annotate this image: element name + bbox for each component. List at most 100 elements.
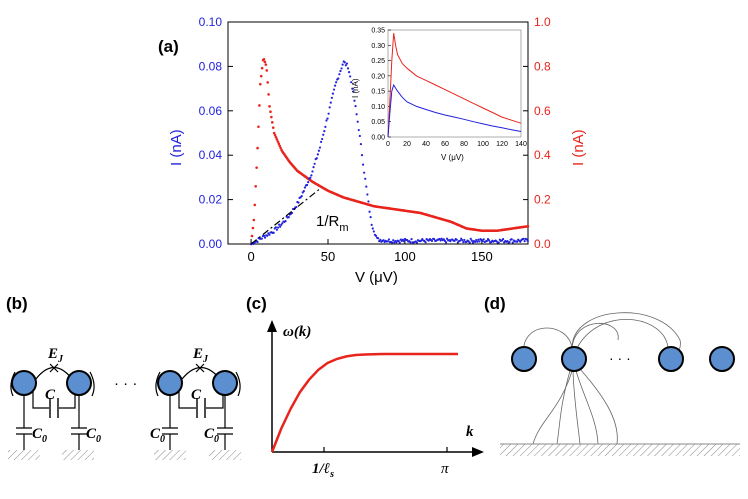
inset-red-line <box>387 33 522 138</box>
cross-mark-right <box>195 363 205 373</box>
blue-point <box>305 183 309 187</box>
ground-wire-1 <box>16 395 32 450</box>
left-y-axis-ticks: 0.00 0.02 0.04 0.06 0.08 0.10 <box>199 15 233 251</box>
blue-point <box>310 174 313 177</box>
blue-point <box>444 241 448 244</box>
c0-label-3: C0 <box>150 426 165 445</box>
x-tick-label: 0 <box>247 249 254 264</box>
outer-arc-right <box>235 371 241 397</box>
blue-point <box>330 96 333 99</box>
red-point <box>259 74 263 78</box>
red-point <box>271 126 275 129</box>
inset-x-tick-label: 80 <box>460 141 468 148</box>
red-point <box>256 146 259 150</box>
blue-point <box>322 133 325 136</box>
left-y-tick-label: 0.04 <box>199 148 223 162</box>
blue-point <box>262 234 266 238</box>
red-point <box>277 142 281 145</box>
blue-point <box>312 165 315 169</box>
inset-x-tick-label: 140 <box>515 141 527 148</box>
blue-point <box>341 63 344 66</box>
inset-y-tick-label: 0.25 <box>371 58 385 65</box>
blue-point <box>402 240 406 243</box>
red-point <box>257 125 260 129</box>
red-point <box>265 69 269 72</box>
inset-x-label: V (μV) <box>441 153 464 162</box>
red-point <box>273 133 277 137</box>
red-point <box>254 184 257 188</box>
ground-wire-4 <box>217 395 233 450</box>
substrate <box>500 444 740 456</box>
c-ylabel: ω(k) <box>283 324 311 340</box>
blue-point <box>272 231 275 234</box>
blue-point <box>337 77 340 80</box>
blue-point <box>487 239 491 242</box>
cross-mark <box>49 363 59 373</box>
blue-point <box>355 113 358 116</box>
blue-point <box>397 239 400 243</box>
x-tick-label: 50 <box>321 249 335 264</box>
dispersion-curve <box>270 352 458 453</box>
blue-point <box>353 99 356 102</box>
right-y-axis-ticks: 0.0 0.2 0.4 0.6 0.8 1.0 <box>523 15 551 251</box>
blue-point <box>485 239 489 243</box>
blue-point <box>347 71 351 74</box>
blue-point <box>522 237 525 240</box>
panel-b: (b) EJ C C0 C0 · · · EJ C C0 <box>6 294 241 460</box>
inset-y-tick-label: 0.15 <box>371 89 385 96</box>
blue-point <box>317 149 321 152</box>
c0-sub-3: 0 <box>160 434 165 445</box>
outer-arc-left <box>10 371 16 397</box>
left-y-tick-label: 0.00 <box>199 237 223 251</box>
blue-point <box>427 239 430 242</box>
blue-point <box>326 117 329 120</box>
red-point <box>279 146 282 150</box>
inset-x-tick-label: 40 <box>422 141 430 148</box>
red-point <box>271 121 274 124</box>
blue-point <box>468 241 471 244</box>
ground-wire-3 <box>162 395 178 450</box>
red-point <box>253 203 257 207</box>
blue-point <box>287 216 290 219</box>
inset-x-tick-label: 120 <box>496 141 508 148</box>
right-y-tick-label: 0.8 <box>534 59 551 73</box>
right-y-tick-label: 0.0 <box>534 237 551 251</box>
red-point <box>252 218 256 222</box>
blue-point <box>309 176 312 179</box>
blue-point <box>370 223 373 226</box>
panel-d: (d) · · · <box>484 294 740 456</box>
blue-point <box>525 238 528 241</box>
blue-point <box>526 239 529 243</box>
blue-point <box>515 240 519 243</box>
blue-point <box>349 75 352 78</box>
circuit-ellipsis: · · · <box>114 375 137 392</box>
blue-point <box>356 120 359 123</box>
blue-point <box>300 194 303 198</box>
inset-x-tick-label: 100 <box>477 141 489 148</box>
blue-point <box>327 112 330 115</box>
blue-point <box>354 104 357 108</box>
blue-point <box>361 163 365 166</box>
blue-point <box>482 238 485 241</box>
red-point <box>276 140 280 143</box>
c-y-arrow <box>267 320 277 332</box>
ground-3 <box>154 450 186 460</box>
blue-point <box>367 200 370 203</box>
blue-point <box>365 185 368 188</box>
c0-sub-1: 0 <box>42 434 47 445</box>
blue-point <box>344 64 347 67</box>
node-b2 <box>66 370 92 396</box>
blue-point <box>455 238 458 241</box>
c-xlabel: k <box>466 424 474 440</box>
ground-wire-2 <box>71 395 87 450</box>
blue-point <box>364 177 367 180</box>
blue-point <box>475 238 478 242</box>
blue-point <box>508 241 511 244</box>
inset-frame <box>387 29 522 138</box>
blue-point <box>328 106 331 109</box>
c0-sub-4: 0 <box>214 434 219 445</box>
blue-point <box>430 239 434 242</box>
blue-point <box>260 237 263 240</box>
blue-point <box>332 88 336 91</box>
